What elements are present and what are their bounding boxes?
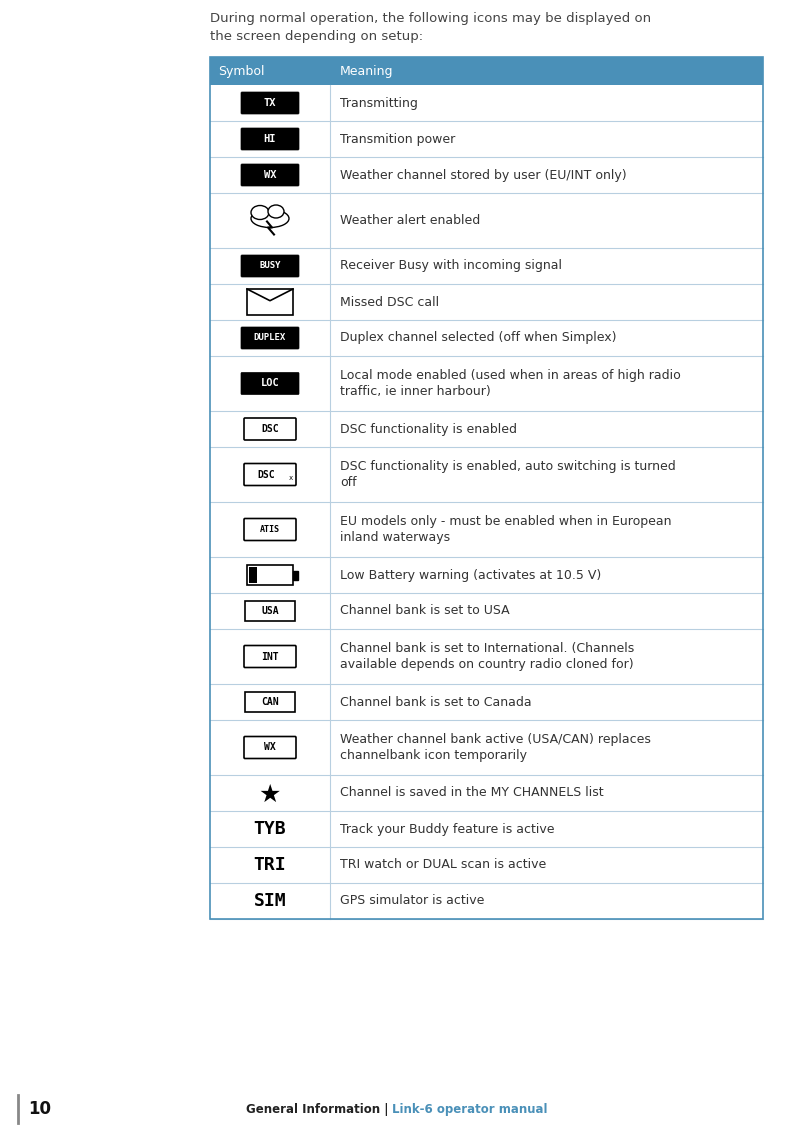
Text: TX: TX — [264, 98, 276, 108]
Bar — [210, 85, 763, 121]
Bar — [245, 601, 295, 621]
Text: Transmition power: Transmition power — [340, 132, 455, 146]
Text: General Information |: General Information | — [246, 1103, 392, 1115]
Bar — [210, 284, 763, 320]
Bar — [210, 557, 763, 593]
Text: TRI: TRI — [254, 857, 287, 874]
Text: USA: USA — [261, 606, 279, 616]
Text: Meaning: Meaning — [340, 65, 393, 77]
Text: ATIS: ATIS — [260, 525, 280, 534]
Text: Weather channel stored by user (EU/INT only): Weather channel stored by user (EU/INT o… — [340, 169, 626, 181]
Text: INT: INT — [261, 652, 279, 662]
Bar — [293, 571, 298, 580]
Text: DSC: DSC — [261, 424, 279, 434]
Text: DSC: DSC — [257, 469, 275, 480]
Bar — [210, 685, 763, 720]
Text: Local mode enabled (used when in areas of high radio
traffic, ie inner harbour): Local mode enabled (used when in areas o… — [340, 369, 681, 399]
FancyBboxPatch shape — [244, 418, 296, 440]
Bar — [210, 720, 763, 775]
Text: Channel bank is set to Canada: Channel bank is set to Canada — [340, 696, 531, 708]
Text: BUSY: BUSY — [259, 262, 281, 270]
Text: Track your Buddy feature is active: Track your Buddy feature is active — [340, 822, 554, 836]
Text: HI: HI — [264, 134, 276, 144]
Bar — [210, 192, 763, 248]
FancyBboxPatch shape — [244, 518, 296, 541]
Text: Low Battery warning (activates at 10.5 V): Low Battery warning (activates at 10.5 V… — [340, 568, 601, 582]
Text: TYB: TYB — [254, 820, 287, 838]
Bar — [210, 446, 763, 502]
Bar — [247, 289, 293, 316]
Text: EU models only - must be enabled when in European
inland waterways: EU models only - must be enabled when in… — [340, 515, 671, 544]
Bar — [210, 411, 763, 446]
Bar — [210, 248, 763, 284]
Bar — [249, 567, 257, 583]
Bar — [210, 121, 763, 157]
Bar — [210, 775, 763, 811]
Text: Receiver Busy with incoming signal: Receiver Busy with incoming signal — [340, 260, 562, 272]
FancyBboxPatch shape — [241, 92, 299, 114]
Text: x: x — [289, 475, 293, 482]
Text: CAN: CAN — [261, 697, 279, 707]
Text: Transmitting: Transmitting — [340, 97, 418, 109]
FancyBboxPatch shape — [244, 464, 296, 485]
FancyBboxPatch shape — [241, 327, 299, 349]
Bar — [210, 811, 763, 847]
Bar — [210, 883, 763, 919]
Text: DUPLEX: DUPLEX — [254, 334, 286, 343]
Bar — [210, 629, 763, 685]
Text: GPS simulator is active: GPS simulator is active — [340, 894, 484, 908]
FancyBboxPatch shape — [241, 372, 299, 394]
Text: During normal operation, the following icons may be displayed on
the screen depe: During normal operation, the following i… — [210, 13, 651, 43]
Text: LOC: LOC — [261, 378, 279, 388]
Text: Channel bank is set to International. (Channels
available depends on country rad: Channel bank is set to International. (C… — [340, 641, 634, 671]
Bar — [210, 847, 763, 883]
Text: DSC functionality is enabled, auto switching is turned
off: DSC functionality is enabled, auto switc… — [340, 460, 676, 490]
Bar — [247, 565, 293, 585]
Bar — [210, 157, 763, 192]
Ellipse shape — [251, 205, 269, 220]
Ellipse shape — [268, 205, 284, 218]
Ellipse shape — [251, 210, 289, 228]
Bar — [210, 593, 763, 629]
FancyBboxPatch shape — [241, 164, 299, 186]
Bar — [210, 502, 763, 557]
FancyBboxPatch shape — [244, 737, 296, 759]
Text: Weather alert enabled: Weather alert enabled — [340, 214, 480, 227]
FancyBboxPatch shape — [244, 646, 296, 667]
Text: Duplex channel selected (off when Simplex): Duplex channel selected (off when Simple… — [340, 331, 616, 344]
Text: Missed DSC call: Missed DSC call — [340, 295, 439, 309]
Bar — [210, 320, 763, 357]
Bar — [245, 693, 295, 712]
FancyBboxPatch shape — [241, 255, 299, 277]
Bar — [210, 57, 763, 85]
Text: Link-6 operator manual: Link-6 operator manual — [392, 1103, 548, 1115]
Text: SIM: SIM — [254, 892, 287, 910]
Bar — [210, 57, 763, 919]
Text: Channel bank is set to USA: Channel bank is set to USA — [340, 605, 509, 617]
Text: ★: ★ — [259, 782, 281, 808]
Text: Weather channel bank active (USA/CAN) replaces
channelbank icon temporarily: Weather channel bank active (USA/CAN) re… — [340, 732, 651, 762]
FancyBboxPatch shape — [241, 128, 299, 150]
Text: WX: WX — [264, 170, 276, 180]
Text: 10: 10 — [28, 1100, 51, 1118]
Text: WX: WX — [264, 743, 276, 753]
Text: TRI watch or DUAL scan is active: TRI watch or DUAL scan is active — [340, 859, 546, 871]
Text: DSC functionality is enabled: DSC functionality is enabled — [340, 423, 517, 435]
Bar — [210, 357, 763, 411]
Text: Channel is saved in the MY CHANNELS list: Channel is saved in the MY CHANNELS list — [340, 787, 604, 800]
Text: Symbol: Symbol — [218, 65, 265, 77]
